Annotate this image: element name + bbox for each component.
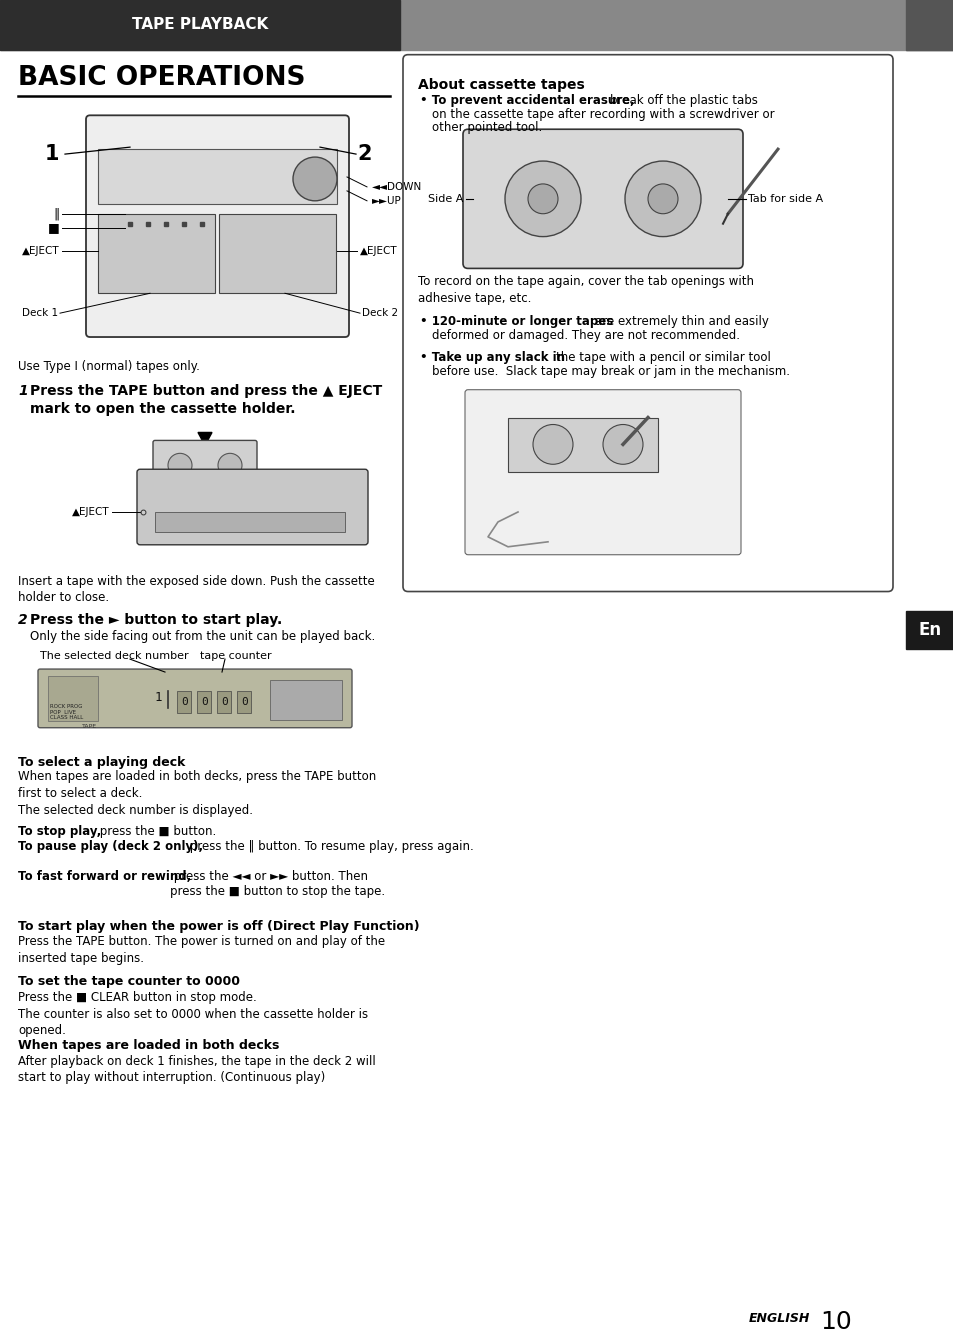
Text: 1: 1 [154,691,162,704]
Text: ◄◄DOWN: ◄◄DOWN [372,182,422,191]
Text: To set the tape counter to 0000: To set the tape counter to 0000 [18,975,240,988]
Text: To fast forward or rewind,: To fast forward or rewind, [18,870,191,882]
Text: 1: 1 [45,145,59,165]
Text: tape counter: tape counter [200,651,272,661]
Text: Press the ■ CLEAR button in stop mode.
The counter is also set to 0000 when the : Press the ■ CLEAR button in stop mode. T… [18,991,368,1038]
Text: ■: ■ [49,221,60,234]
FancyBboxPatch shape [462,130,742,268]
Text: Use Type I (normal) tapes only.: Use Type I (normal) tapes only. [18,360,200,372]
Circle shape [533,424,573,465]
Text: To record on the tape again, cover the tab openings with
adhesive tape, etc.: To record on the tape again, cover the t… [417,276,753,305]
Text: ROCK PROG
POP  LIVE
CLASS HALL: ROCK PROG POP LIVE CLASS HALL [50,704,83,720]
Circle shape [504,161,580,237]
FancyBboxPatch shape [402,55,892,592]
Text: 0: 0 [241,696,248,707]
Text: ▲EJECT: ▲EJECT [72,507,110,517]
Text: TAPE PLAYBACK: TAPE PLAYBACK [924,79,934,159]
Text: ►►UP: ►►UP [372,195,401,206]
Circle shape [218,454,242,477]
Text: After playback on deck 1 finishes, the tape in the deck 2 will
start to play wit: After playback on deck 1 finishes, the t… [18,1055,375,1085]
Text: When tapes are loaded in both decks: When tapes are loaded in both decks [18,1039,279,1052]
Text: TAPE PLAYBACK: TAPE PLAYBACK [132,17,268,32]
Text: ▲EJECT: ▲EJECT [359,245,397,256]
Text: ‖: ‖ [53,208,60,220]
Text: the tape with a pencil or similar tool: the tape with a pencil or similar tool [556,351,770,364]
Text: Side A: Side A [428,194,463,204]
Text: 2: 2 [18,613,28,628]
Text: other pointed tool.: other pointed tool. [432,122,541,134]
Bar [0,0,953,50]
Circle shape [527,183,558,214]
Circle shape [624,161,700,237]
Text: Press the ► button to start play.: Press the ► button to start play. [30,613,282,628]
Text: When tapes are loaded in both decks, press the TAPE button
first to select a dec: When tapes are loaded in both decks, pre… [18,770,375,818]
Text: break off the plastic tabs: break off the plastic tabs [609,95,757,107]
Bar [98,214,214,293]
Text: deformed or damaged. They are not recommended.: deformed or damaged. They are not recomm… [432,329,740,341]
Text: are extremely thin and easily: are extremely thin and easily [595,315,768,328]
Text: on the cassette tape after recording with a screwdriver or: on the cassette tape after recording wit… [432,108,774,122]
Text: To pause play (deck 2 only),: To pause play (deck 2 only), [18,840,203,853]
Text: press the ◄◄ or ►► button. Then
press the ■ button to stop the tape.: press the ◄◄ or ►► button. Then press th… [170,870,385,898]
Text: 0: 0 [181,696,188,707]
Text: • To prevent accidental erasure,: • To prevent accidental erasure, [419,95,634,107]
Bar [905,0,953,50]
Text: ENGLISH: ENGLISH [748,1312,809,1326]
Bar [216,691,231,712]
Circle shape [602,424,642,465]
Text: TAPE: TAPE [82,724,97,728]
Text: Press the TAPE button. The power is turned on and play of the
inserted tape begi: Press the TAPE button. The power is turn… [18,936,385,965]
Text: press the ‖ button. To resume play, press again.: press the ‖ button. To resume play, pres… [186,840,474,853]
Text: To start play when the power is off (Direct Play Function): To start play when the power is off (Dir… [18,920,419,932]
Bar [219,214,335,293]
Text: press the ■ button.: press the ■ button. [96,825,216,838]
Text: BASIC OPERATIONS: BASIC OPERATIONS [18,64,305,91]
Circle shape [647,183,678,214]
Text: To select a playing deck: To select a playing deck [18,755,185,769]
FancyBboxPatch shape [137,469,368,545]
Bar [905,612,953,649]
Bar [154,511,345,532]
FancyBboxPatch shape [38,670,352,727]
Bar [236,691,251,712]
Text: About cassette tapes: About cassette tapes [417,78,584,91]
Bar [0,0,399,50]
Text: En: En [918,621,941,639]
Text: Deck 1: Deck 1 [22,308,58,319]
FancyBboxPatch shape [464,390,740,554]
Bar [905,0,953,50]
Bar [48,676,98,720]
Text: • 120-minute or longer tapes: • 120-minute or longer tapes [419,315,613,328]
Text: Deck 2: Deck 2 [361,308,397,319]
Circle shape [293,157,336,201]
Text: ▲EJECT: ▲EJECT [22,245,60,256]
Text: 1: 1 [18,384,28,398]
Bar [507,418,658,473]
Text: before use.  Slack tape may break or jam in the mechanism.: before use. Slack tape may break or jam … [432,364,789,378]
Polygon shape [198,432,212,446]
Circle shape [168,454,192,477]
Text: 2: 2 [357,145,372,165]
FancyBboxPatch shape [86,115,349,337]
Text: 0: 0 [221,696,228,707]
FancyBboxPatch shape [152,441,256,489]
Text: RADIO RECEPTION: RADIO RECEPTION [924,153,934,245]
Text: 10: 10 [820,1311,851,1334]
Text: Only the side facing out from the unit can be played back.: Only the side facing out from the unit c… [30,631,375,643]
Bar [196,691,211,712]
Text: Insert a tape with the exposed side down. Push the cassette
holder to close.: Insert a tape with the exposed side down… [18,574,375,604]
Text: Tab for side A: Tab for side A [747,194,822,204]
Text: To stop play,: To stop play, [18,825,101,838]
Text: Press the TAPE button and press the ▲ EJECT
mark to open the cassette holder.: Press the TAPE button and press the ▲ EJ… [30,384,382,415]
Text: 0: 0 [201,696,208,707]
Bar [270,680,341,720]
Bar [98,149,336,204]
Bar [177,691,191,712]
Text: The selected deck number: The selected deck number [40,651,189,661]
Text: • Take up any slack in: • Take up any slack in [419,351,564,364]
